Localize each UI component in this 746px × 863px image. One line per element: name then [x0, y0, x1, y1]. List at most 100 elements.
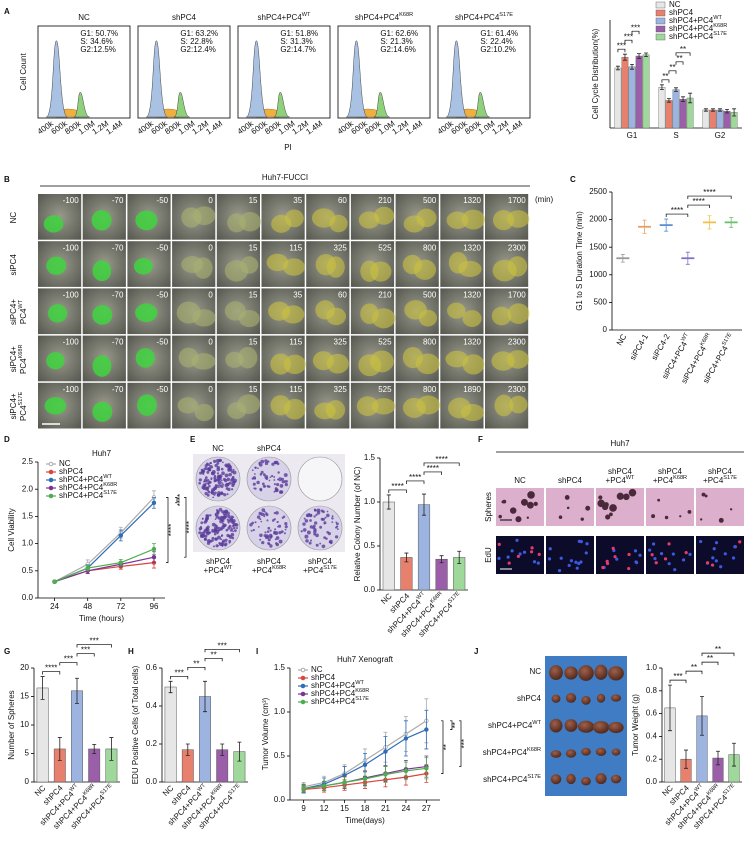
histogram-g1-peak	[446, 40, 468, 118]
point	[85, 565, 90, 571]
error-bar	[688, 92, 693, 104]
colony	[202, 473, 205, 476]
colony	[323, 522, 326, 525]
y-axis-label: Tumor Weight (g)	[631, 694, 640, 756]
superscript: WT	[416, 591, 427, 602]
cell	[326, 353, 349, 374]
legend-marker	[48, 477, 54, 483]
cell	[416, 208, 437, 228]
superscript: S17E	[18, 392, 24, 406]
significance-label: ****	[692, 197, 704, 206]
colony	[315, 543, 319, 547]
tumor	[595, 773, 607, 785]
colony	[268, 479, 271, 482]
colony	[268, 542, 271, 546]
histogram-g1-peak	[146, 40, 168, 118]
colony	[220, 484, 224, 488]
colony	[276, 482, 280, 487]
x-tick-label: 24	[50, 602, 59, 611]
significance-bracket	[76, 653, 95, 657]
colony	[266, 484, 270, 488]
significance-bracket	[675, 52, 691, 56]
image-label: shPC4	[257, 557, 282, 566]
nucleus	[663, 557, 668, 561]
cell	[371, 398, 396, 415]
colony	[284, 528, 287, 531]
nucleus	[684, 551, 688, 555]
colony	[221, 540, 225, 543]
nucleus	[648, 548, 652, 552]
colony	[224, 543, 227, 547]
bar	[382, 501, 395, 591]
superscript: WT	[694, 783, 705, 794]
legend-label: shPC4+PC4WT	[311, 680, 365, 690]
x-tick-label: 24	[401, 804, 410, 813]
error-bar	[622, 53, 627, 61]
cell	[193, 206, 216, 226]
row-label: siPC4+	[9, 299, 18, 325]
panel-letter: G	[4, 647, 10, 656]
nucleus	[731, 556, 736, 560]
colony	[209, 464, 213, 469]
sphere	[687, 510, 692, 514]
time-label: 0	[208, 385, 213, 394]
tumor	[608, 666, 624, 681]
legend-swatch	[655, 17, 666, 25]
legend-label: shPC4	[59, 467, 84, 476]
cell	[507, 303, 530, 324]
text-part: shPC4+PC4	[483, 748, 528, 757]
colony	[214, 491, 217, 495]
legend-swatch	[655, 25, 666, 33]
nucleus	[710, 563, 715, 567]
colony	[316, 508, 321, 513]
colony	[304, 519, 309, 523]
colony	[304, 534, 309, 539]
colony	[228, 481, 232, 485]
y-tick-label: 0.6	[646, 709, 658, 718]
tumor	[565, 749, 577, 758]
y-tick-label: 0.0	[646, 777, 658, 786]
time-label: 525	[378, 243, 392, 252]
cell	[239, 212, 261, 232]
tumor	[592, 720, 610, 734]
bar	[71, 690, 83, 783]
chart-title: Huh7	[92, 449, 112, 458]
colony	[281, 477, 285, 481]
panel-letter: F	[478, 435, 483, 444]
text-part: +PC4	[303, 566, 324, 575]
time-label: -100	[63, 196, 80, 205]
significance-label: **	[715, 645, 721, 654]
colony	[225, 528, 229, 532]
colony	[302, 528, 307, 532]
colony	[256, 515, 261, 519]
colony	[258, 462, 261, 465]
colony	[319, 525, 323, 529]
colony	[259, 518, 262, 521]
time-label: 15	[249, 385, 258, 394]
nucleus	[559, 556, 563, 560]
nucleus	[654, 561, 658, 565]
image-label: shPC4	[206, 557, 231, 566]
colony	[204, 537, 208, 541]
stat-label: G2:12.4%	[180, 45, 216, 54]
cell	[462, 310, 482, 327]
colony	[222, 524, 226, 528]
significance-bracket	[624, 39, 633, 44]
significance-bracket	[675, 61, 684, 65]
cell	[135, 348, 155, 368]
cell	[356, 396, 379, 417]
cell	[326, 256, 345, 278]
legend-label: shPC4+PC4S17E	[59, 490, 117, 500]
colony	[224, 463, 228, 468]
bar	[400, 557, 413, 591]
colony	[325, 537, 328, 540]
significance-bracket	[687, 204, 710, 209]
colony	[251, 477, 255, 480]
y-axis-label: G1 to S Duration Time (min)	[575, 211, 584, 311]
point	[424, 766, 429, 771]
nucleus	[673, 568, 677, 572]
text-part: shPC4+PC4	[311, 681, 356, 690]
significance-bracket	[204, 648, 240, 653]
y-tick-label: 1.0	[646, 663, 658, 672]
significance-label: ****	[409, 473, 421, 482]
